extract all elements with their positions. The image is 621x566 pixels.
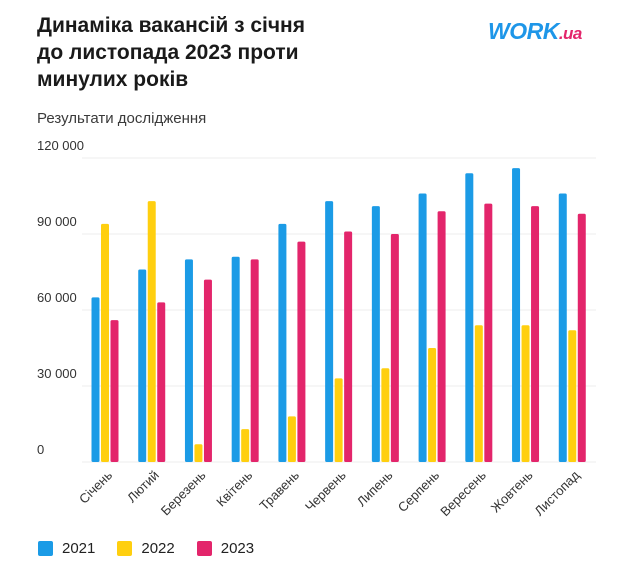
- bar-2021-6: [371, 206, 380, 462]
- bar-2023-0: [110, 320, 119, 462]
- legend-item-2021: 2021: [38, 540, 95, 557]
- y-tick-label: 30 000: [37, 366, 77, 381]
- bar-2023-5: [344, 231, 353, 462]
- x-tick-label: Вересень: [437, 467, 489, 519]
- chart-title: Динаміка вакансій з січня до листопада 2…: [37, 12, 457, 93]
- bar-2023-10: [577, 213, 586, 462]
- bar-2022-1: [147, 201, 156, 463]
- x-tick-label: Березень: [158, 467, 209, 518]
- bar-2023-8: [484, 203, 493, 462]
- bar-2021-7: [418, 193, 427, 462]
- bar-2021-4: [278, 223, 287, 462]
- bar-2021-3: [231, 256, 240, 462]
- legend-swatch-2023: [196, 541, 212, 556]
- bar-2021-10: [558, 193, 567, 462]
- legend-item-2023: 2023: [196, 540, 255, 557]
- legend-item-2022: 2022: [117, 540, 175, 557]
- bar-2022-8: [474, 325, 483, 462]
- y-tick-label: 0: [37, 442, 44, 457]
- bar-2022-10: [568, 330, 577, 462]
- chart-title-line-3: минулих років: [37, 68, 189, 91]
- bar-2021-2: [184, 259, 193, 462]
- x-tick-label: Лютий: [124, 468, 162, 506]
- chart-legend: 2021 2022 2023: [38, 540, 254, 557]
- legend-swatch-2022: [117, 541, 133, 556]
- bar-2023-7: [437, 211, 446, 462]
- bar-2021-0: [91, 297, 100, 462]
- logo-main-text: WORK: [488, 18, 559, 44]
- x-tick-label: Травень: [256, 467, 302, 513]
- logo-suffix-text: .ua: [558, 24, 583, 43]
- bar-2023-9: [531, 206, 540, 462]
- bar-2021-8: [465, 173, 474, 462]
- chart-subtitle: Результати дослідження: [37, 110, 207, 127]
- x-tick-label: Серпень: [395, 467, 443, 515]
- legend-label-2021: 2021: [62, 540, 96, 557]
- bar-2022-9: [521, 325, 530, 462]
- bar-2021-9: [512, 168, 521, 462]
- legend-label-2023: 2023: [220, 540, 255, 557]
- bar-2023-6: [390, 234, 399, 462]
- bar-2022-2: [194, 444, 203, 462]
- y-tick-label: 120 000: [37, 138, 84, 153]
- x-tick-label: Жовтень: [488, 467, 536, 515]
- x-tick-label: Липень: [354, 467, 396, 509]
- bar-2022-4: [287, 416, 296, 462]
- bar-2023-3: [250, 259, 259, 462]
- bar-2022-0: [101, 223, 109, 462]
- bar-2022-6: [381, 368, 390, 462]
- bar-2022-5: [334, 378, 343, 462]
- legend-swatch-2021: [38, 541, 53, 556]
- bar-2023-2: [203, 279, 212, 462]
- x-tick-label: Квітень: [213, 467, 255, 509]
- legend-label-2022: 2022: [141, 540, 175, 557]
- bar-2023-1: [157, 302, 166, 462]
- y-tick-label: 60 000: [37, 290, 77, 305]
- y-tick-label: 90 000: [37, 214, 77, 229]
- x-tick-label: Червень: [302, 467, 349, 514]
- chart-title-line-1: Динаміка вакансій з січня: [37, 14, 305, 37]
- bar-2022-3: [241, 429, 250, 462]
- x-tick-label: Січень: [76, 467, 115, 506]
- bar-2021-1: [138, 269, 147, 462]
- bar-chart: 0 30 000 60 000 90 000 120 000 Січень ЛютийБер…: [37, 138, 596, 519]
- x-tick-label: Листопад: [531, 467, 582, 518]
- chart-title-line-2: до листопада 2023 проти: [37, 41, 299, 64]
- bar-2022-7: [428, 348, 437, 462]
- work-ua-logo: WORK.ua: [488, 18, 582, 45]
- bar-2021-5: [325, 201, 334, 463]
- bar-2023-4: [297, 241, 306, 462]
